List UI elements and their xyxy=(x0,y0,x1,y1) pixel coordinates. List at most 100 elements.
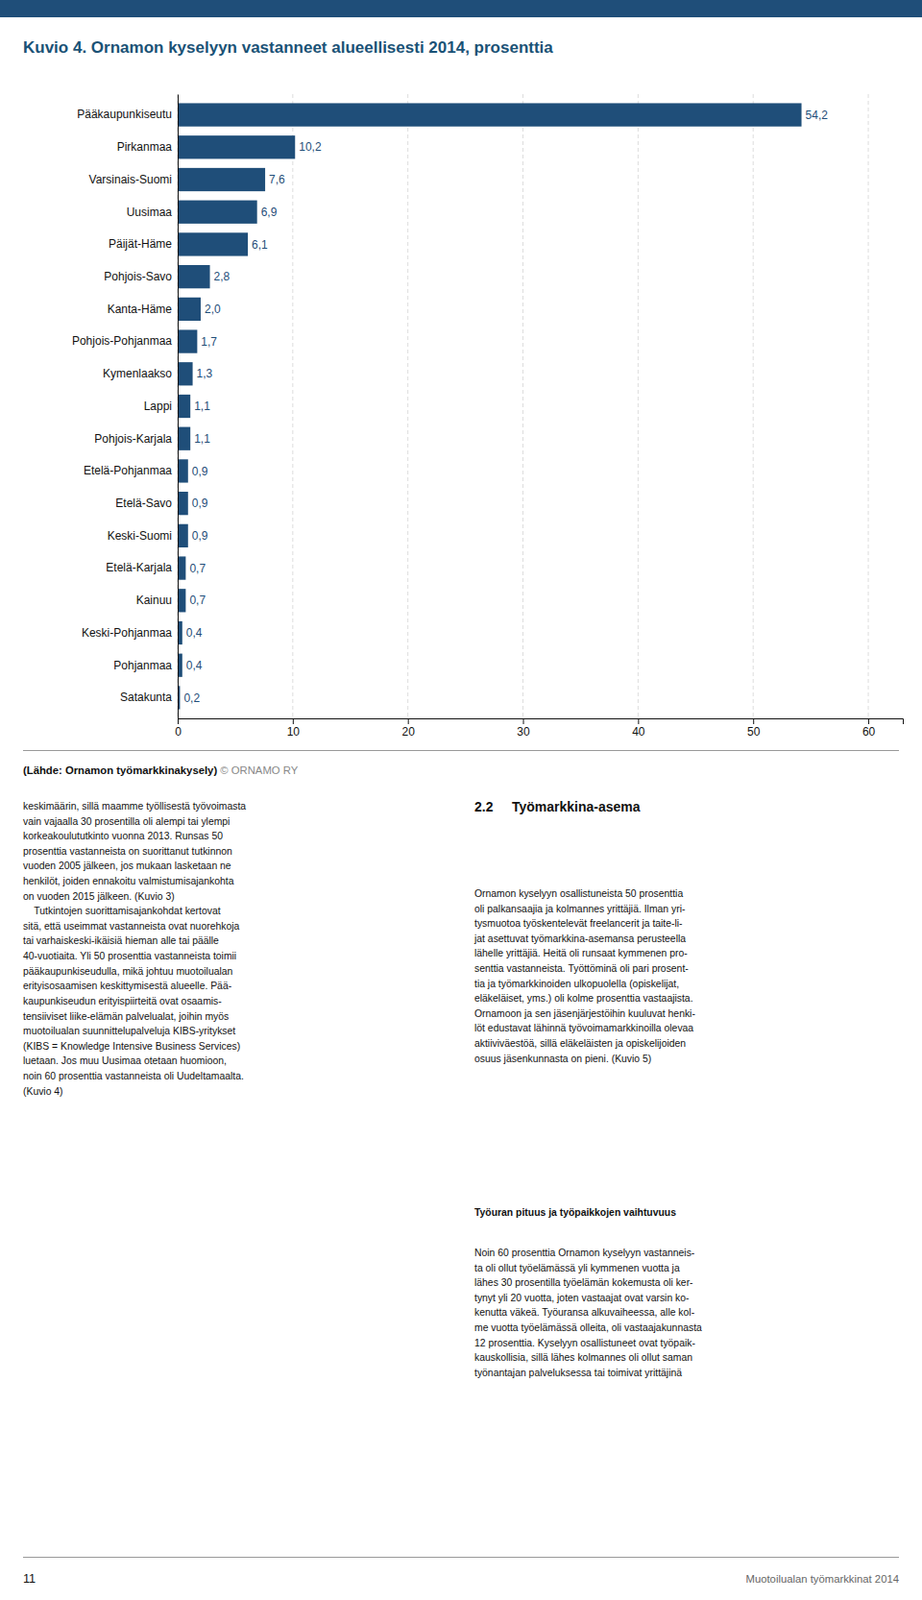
data-label: 1,7 xyxy=(200,335,218,349)
x-tick-mark xyxy=(752,718,754,725)
data-label: 10,2 xyxy=(298,140,322,154)
body-left: keskimäärin, sillä maamme työllisestä ty… xyxy=(23,799,246,1099)
y-tick-label: Lappi xyxy=(144,399,172,413)
grid-line xyxy=(291,94,293,719)
x-tick-label: 10 xyxy=(287,725,301,739)
bar xyxy=(177,200,258,224)
bar xyxy=(177,427,191,451)
y-tick-label: Kanta-Häme xyxy=(107,302,173,316)
y-tick-label: Pohjois-Pohjanmaa xyxy=(72,334,172,348)
y-tick: Keski-Suomi xyxy=(107,529,178,543)
x-tick-mark xyxy=(177,718,179,725)
section-title: 2.2 Työmarkkina-asema xyxy=(474,799,641,816)
data-label: 1,3 xyxy=(196,366,214,381)
body-right-p1: Ornamon kyselyyn osallistuneista 50 pros… xyxy=(474,886,696,1067)
bar xyxy=(177,459,189,483)
x-tick-label: 0 xyxy=(174,725,182,739)
chart-title: Kuvio 4. Ornamon kyselyyn vastanneet alu… xyxy=(23,38,554,58)
data-label: 2,8 xyxy=(214,269,231,284)
x-tick: 40 xyxy=(631,718,646,739)
header-bar xyxy=(0,0,922,18)
data-label: 0,4 xyxy=(186,626,203,640)
y-tick-label: Pääkaupunkiseutu xyxy=(76,107,172,122)
bar xyxy=(177,102,802,126)
x-tick-mark xyxy=(523,718,525,725)
source-rule xyxy=(23,750,899,752)
data-label: 0,7 xyxy=(189,561,206,576)
y-tick-label: Etelä-Karjala xyxy=(105,560,172,575)
y-tick-label: Päijät-Häme xyxy=(108,237,172,251)
grid-line xyxy=(637,94,639,719)
footer-right: Muotoilualan työmarkkinat 2014 xyxy=(745,1573,899,1585)
source-bold: (Lähde: Ornamon työmarkkinakysely) xyxy=(23,764,218,777)
y-tick-label: Etelä-Pohjanmaa xyxy=(83,463,172,478)
x-tick-label: 50 xyxy=(747,725,761,739)
y-tick: Pohjanmaa xyxy=(113,658,178,673)
grid-line xyxy=(868,94,870,719)
grid-line xyxy=(177,94,179,719)
bar xyxy=(177,135,295,159)
data-labels: 54,210,27,66,96,12,82,01,71,31,11,10,90,… xyxy=(183,108,828,705)
x-tick-mark xyxy=(292,718,294,725)
y-tick: Lappi xyxy=(144,399,178,413)
data-label: 7,6 xyxy=(268,172,286,187)
y-tick-label: Pirkanmaa xyxy=(117,140,173,154)
y-tick-label: Pohjois-Karjala xyxy=(94,432,172,446)
x-tick-mark xyxy=(868,718,870,725)
y-tick: Pohjois-Pohjanmaa xyxy=(72,334,178,348)
x-tick: 50 xyxy=(747,718,761,739)
y-tick: Pohjois-Karjala xyxy=(94,432,178,446)
y-tick: Etelä-Pohjanmaa xyxy=(83,463,178,478)
x-tick-label: 30 xyxy=(516,725,531,739)
x-tick: 10 xyxy=(287,718,301,739)
y-tick-label: Keski-Pohjanmaa xyxy=(81,626,172,640)
y-tick: Satakunta xyxy=(120,690,178,704)
y-tick-label: Varsinais-Suomi xyxy=(89,172,172,187)
grid xyxy=(177,94,869,719)
y-tick: Pääkaupunkiseutu xyxy=(76,107,178,122)
y-tick-label: Keski-Suomi xyxy=(107,529,172,543)
x-tick: 20 xyxy=(402,718,416,739)
body-right-sub: Työuran pituus ja työpaikkojen vaihtuvuu… xyxy=(474,1207,677,1219)
y-tick-label: Kainuu xyxy=(136,593,172,607)
data-label: 0,9 xyxy=(192,529,209,543)
data-label: 2,0 xyxy=(204,302,221,316)
data-label: 6,9 xyxy=(261,205,278,219)
bar xyxy=(177,362,194,386)
grid-line xyxy=(752,94,754,719)
y-tick-label: Kymenlaakso xyxy=(102,366,172,381)
chart: 54,210,27,66,96,12,82,01,71,31,11,10,90,… xyxy=(0,84,922,748)
x-tick: 0 xyxy=(174,718,182,739)
grid-line xyxy=(522,94,524,719)
x-axis-line xyxy=(178,719,904,726)
y-axis-line xyxy=(177,95,179,720)
y-tick-label: Pohjois-Savo xyxy=(103,269,172,284)
bar xyxy=(177,168,266,192)
footer-left: 11 xyxy=(23,1572,36,1586)
y-tick-label: Pohjanmaa xyxy=(113,658,172,673)
y-tick: Kymenlaakso xyxy=(102,366,178,381)
x-tick-label: 40 xyxy=(631,725,646,739)
x-tick-label: 20 xyxy=(402,725,416,739)
bar xyxy=(177,524,189,548)
y-tick: Etelä-Savo xyxy=(115,496,178,510)
data-label: 0,9 xyxy=(192,464,209,479)
grid-line xyxy=(407,94,409,719)
body-right-p2: Noin 60 prosenttia Ornamon kyselyyn vast… xyxy=(474,1245,703,1381)
plot: 54,210,27,66,96,12,82,01,71,31,11,10,90,… xyxy=(72,94,904,739)
x-tick-mark xyxy=(408,718,410,725)
y-tick-label: Satakunta xyxy=(120,690,172,704)
data-label: 1,1 xyxy=(194,432,211,446)
data-label: 6,1 xyxy=(251,238,268,252)
y-tick: Uusimaa xyxy=(126,205,178,219)
data-label: 0,9 xyxy=(192,496,209,510)
x-tick-label: 60 xyxy=(862,725,876,739)
source-light: © ORNAMO RY xyxy=(217,764,298,777)
y-tick: Keski-Pohjanmaa xyxy=(81,626,178,640)
y-tick-label: Uusimaa xyxy=(126,205,173,219)
y-tick: Varsinais-Suomi xyxy=(89,172,178,187)
bars xyxy=(177,102,802,709)
bar xyxy=(177,232,248,256)
y-tick: Etelä-Karjala xyxy=(105,560,178,575)
bar xyxy=(177,329,197,353)
